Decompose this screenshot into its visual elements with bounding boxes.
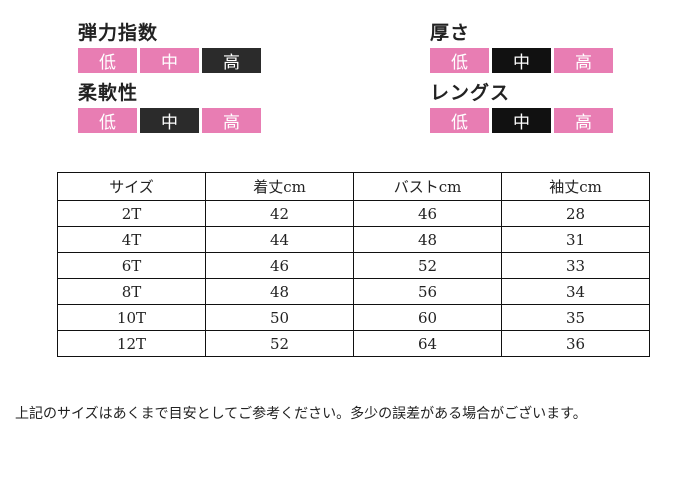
softness-indicator: 柔軟性 低 中 高 (78, 82, 261, 133)
cell-size: 6T (57, 252, 206, 279)
softness-title: 柔軟性 (78, 82, 139, 104)
elasticity-indicator: 弾力指数 低 中 高 (78, 22, 261, 73)
cell-sleeve: 34 (501, 278, 650, 305)
cell-bust: 56 (353, 278, 502, 305)
cell-size: 8T (57, 278, 206, 305)
cell-size: 2T (57, 200, 206, 227)
softness-level-mid: 中 (140, 108, 199, 133)
table-row: 12T 52 64 36 (57, 330, 650, 357)
elasticity-title: 弾力指数 (78, 22, 159, 44)
length-indicator: レングス 低 中 高 (430, 82, 613, 133)
table-row: 10T 50 60 35 (57, 304, 650, 331)
cell-sleeve: 36 (501, 330, 650, 357)
size-table: サイズ 着丈cm バストcm 袖丈cm 2T 42 46 28 4T 44 48… (57, 172, 650, 357)
cell-bust: 52 (353, 252, 502, 279)
cell-size: 12T (57, 330, 206, 357)
softness-scale: 低 中 高 (78, 108, 261, 133)
header-sleeve: 袖丈cm (501, 172, 650, 201)
length-level-high: 高 (554, 108, 613, 133)
cell-sleeve: 35 (501, 304, 650, 331)
header-bust: バストcm (353, 172, 502, 201)
elasticity-level-high: 高 (202, 48, 261, 73)
cell-sleeve: 28 (501, 200, 650, 227)
cell-length: 52 (205, 330, 354, 357)
cell-bust: 60 (353, 304, 502, 331)
cell-length: 44 (205, 226, 354, 253)
softness-level-high: 高 (202, 108, 261, 133)
length-title: レングス (430, 82, 511, 104)
thickness-indicator: 厚さ 低 中 高 (430, 22, 613, 73)
elasticity-level-low: 低 (78, 48, 137, 73)
softness-level-low: 低 (78, 108, 137, 133)
elasticity-scale: 低 中 高 (78, 48, 261, 73)
cell-size: 4T (57, 226, 206, 253)
table-row: 6T 46 52 33 (57, 252, 650, 279)
size-disclaimer: 上記のサイズはあくまで目安としてご参考ください。多少の誤差がある場合がございます… (15, 406, 587, 422)
table-header-row: サイズ 着丈cm バストcm 袖丈cm (57, 172, 650, 201)
thickness-level-low: 低 (430, 48, 489, 73)
length-scale: 低 中 高 (430, 108, 613, 133)
thickness-level-high: 高 (554, 48, 613, 73)
header-length: 着丈cm (205, 172, 354, 201)
cell-sleeve: 31 (501, 226, 650, 253)
length-level-low: 低 (430, 108, 489, 133)
cell-length: 50 (205, 304, 354, 331)
length-level-mid: 中 (492, 108, 551, 133)
cell-length: 46 (205, 252, 354, 279)
table-row: 8T 48 56 34 (57, 278, 650, 305)
cell-bust: 46 (353, 200, 502, 227)
elasticity-level-mid: 中 (140, 48, 199, 73)
table-row: 4T 44 48 31 (57, 226, 650, 253)
cell-length: 42 (205, 200, 354, 227)
cell-bust: 48 (353, 226, 502, 253)
thickness-title: 厚さ (430, 22, 471, 44)
thickness-scale: 低 中 高 (430, 48, 613, 73)
cell-sleeve: 33 (501, 252, 650, 279)
cell-bust: 64 (353, 330, 502, 357)
cell-length: 48 (205, 278, 354, 305)
thickness-level-mid: 中 (492, 48, 551, 73)
table-row: 2T 42 46 28 (57, 200, 650, 227)
header-size: サイズ (57, 172, 206, 201)
cell-size: 10T (57, 304, 206, 331)
